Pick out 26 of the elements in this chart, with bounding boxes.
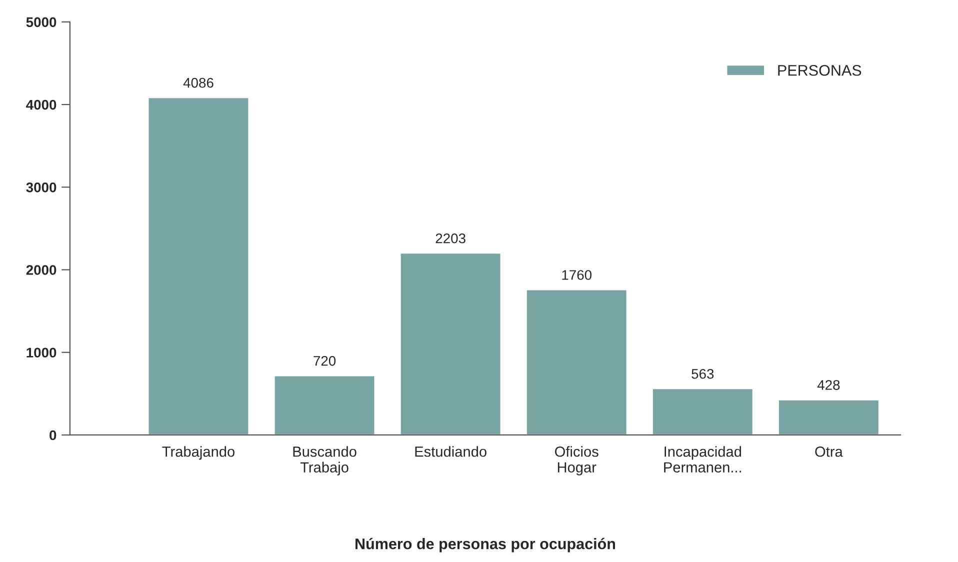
data-label: 720 xyxy=(314,356,336,366)
bar xyxy=(778,398,880,435)
x-tick-label: Oficios Hogar xyxy=(555,446,598,476)
data-label: 2203 xyxy=(436,233,466,244)
x-tick-label: Incapacidad Permanen... xyxy=(664,446,742,473)
x-tick-label: Trabajando xyxy=(162,446,234,460)
bar xyxy=(652,388,754,435)
bar xyxy=(399,252,502,435)
x-tick-label: Estudiando xyxy=(415,446,486,457)
y-tick-label: 5000 xyxy=(26,17,56,28)
data-label: 4086 xyxy=(183,78,214,88)
y-tick-label: 2000 xyxy=(26,265,56,275)
y-tick-label: 4000 xyxy=(26,100,56,110)
data-label: 428 xyxy=(817,380,840,390)
y-tick-label: 1000 xyxy=(26,348,56,358)
bar xyxy=(147,96,250,435)
bar xyxy=(273,374,376,435)
y-tick-label: 3000 xyxy=(26,182,56,192)
bar xyxy=(525,288,628,435)
x-tick-label: Buscando Trabajo xyxy=(293,446,356,476)
x-tick-label: Otra xyxy=(815,446,843,457)
legend-label: PERSONAS xyxy=(778,64,862,76)
y-tick-label: 0 xyxy=(50,430,56,440)
data-label: 563 xyxy=(692,368,714,379)
x-axis-title: Número de personas por ocupación xyxy=(356,538,616,552)
data-label: 1760 xyxy=(562,270,592,280)
